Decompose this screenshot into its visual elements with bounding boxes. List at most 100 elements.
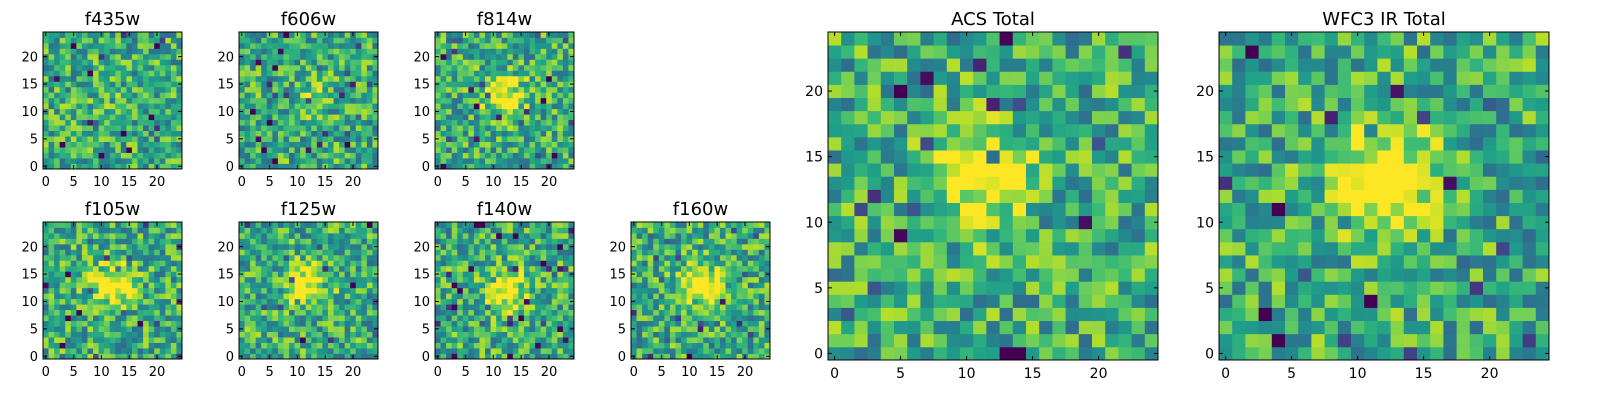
heatmap-cell	[356, 315, 362, 321]
heatmap-cell	[65, 103, 71, 109]
heatmap-cell	[1000, 308, 1014, 322]
heatmap-cell	[524, 70, 530, 76]
heatmap-cell	[93, 103, 99, 109]
heatmap-cell	[485, 271, 491, 277]
heatmap-cell	[496, 321, 502, 327]
heatmap-cell	[306, 142, 312, 148]
heatmap-cell	[149, 43, 155, 49]
heatmap-cell	[82, 255, 88, 261]
heatmap-cell	[1039, 281, 1053, 295]
heatmap-cell	[283, 65, 289, 71]
heatmap-cell	[737, 326, 743, 332]
heatmap-cell	[502, 288, 508, 294]
heatmap-cell	[339, 147, 345, 153]
heatmap-cell	[334, 222, 340, 228]
heatmap-cell	[546, 131, 552, 137]
heatmap-cell	[563, 343, 569, 349]
heatmap-cell	[121, 238, 127, 244]
heatmap-cell	[530, 304, 536, 310]
heatmap-cell	[973, 255, 987, 269]
heatmap-cell	[261, 48, 267, 54]
heatmap-cell	[132, 37, 138, 43]
heatmap-cell	[714, 321, 720, 327]
heatmap-cell	[452, 32, 458, 38]
heatmap-cell	[709, 332, 715, 338]
heatmap-cell	[474, 98, 480, 104]
heatmap-cell	[502, 153, 508, 159]
heatmap-cell	[507, 81, 513, 87]
heatmap-cell	[1079, 294, 1093, 308]
heatmap-cell	[441, 48, 447, 54]
heatmap-cell	[350, 43, 356, 49]
heatmap-cell	[642, 288, 648, 294]
heatmap-cell	[126, 92, 132, 98]
heatmap-cell	[272, 65, 278, 71]
heatmap-cell	[115, 249, 121, 255]
heatmap-cell	[272, 227, 278, 233]
heatmap-cell	[49, 43, 55, 49]
heatmap-cell	[496, 244, 502, 250]
heatmap-cell	[947, 347, 961, 361]
heatmap-cell	[474, 315, 480, 321]
heatmap-cell	[65, 142, 71, 148]
heatmap-cell	[535, 142, 541, 148]
heatmap-cell	[541, 125, 547, 131]
heatmap-cell	[49, 147, 55, 153]
heatmap-cell	[485, 343, 491, 349]
heatmap-cell	[65, 337, 71, 343]
heatmap-cell	[82, 337, 88, 343]
heatmap-cell	[54, 277, 60, 283]
heatmap-cell	[435, 48, 441, 54]
heatmap-cell	[256, 238, 262, 244]
heatmap-cell	[289, 321, 295, 327]
heatmap-cell	[345, 131, 351, 137]
heatmap-cell	[239, 131, 245, 137]
heatmap-cell	[54, 244, 60, 250]
heatmap-cell	[71, 98, 77, 104]
heatmap-cell	[552, 255, 558, 261]
heatmap-cell	[328, 249, 334, 255]
heatmap-cell	[530, 142, 536, 148]
x-tick-label: 0	[238, 175, 246, 190]
heatmap-cell	[502, 299, 508, 305]
heatmap-cell	[960, 308, 974, 322]
heatmap-cell	[675, 266, 681, 272]
heatmap-cell	[104, 293, 110, 299]
heatmap-cell	[328, 153, 334, 159]
heatmap-cell	[563, 76, 569, 82]
heatmap-cell	[524, 233, 530, 239]
heatmap-cell	[154, 76, 160, 82]
heatmap-cell	[452, 233, 458, 239]
x-tick-label: 10	[681, 365, 698, 380]
heatmap-cell	[245, 125, 251, 131]
heatmap-cell	[441, 153, 447, 159]
heatmap-cell	[541, 255, 547, 261]
heatmap-cell	[272, 87, 278, 93]
heatmap-cell	[60, 293, 66, 299]
heatmap-cell	[446, 277, 452, 283]
heatmap-cell	[267, 299, 273, 305]
heatmap-cell	[278, 54, 284, 60]
heatmap-cell	[339, 266, 345, 272]
heatmap-cell	[947, 308, 961, 322]
heatmap-cell	[256, 222, 262, 228]
heatmap-cell	[54, 65, 60, 71]
heatmap-cell	[670, 260, 676, 266]
heatmap-cell	[60, 125, 66, 131]
heatmap-cell	[546, 54, 552, 60]
heatmap-cell	[328, 76, 334, 82]
heatmap-cell	[87, 103, 93, 109]
heatmap-cell	[457, 92, 463, 98]
heatmap-cell	[726, 343, 732, 349]
heatmap-cell	[753, 260, 759, 266]
heatmap-cell	[681, 288, 687, 294]
heatmap-cell	[121, 227, 127, 233]
heatmap-cell	[250, 158, 256, 164]
heatmap-cell	[54, 103, 60, 109]
heatmap-cell	[692, 277, 698, 283]
heatmap-cell	[289, 142, 295, 148]
heatmap-cell	[165, 299, 171, 305]
heatmap-cell	[507, 158, 513, 164]
heatmap-cell	[317, 299, 323, 305]
heatmap-cell	[339, 48, 345, 54]
